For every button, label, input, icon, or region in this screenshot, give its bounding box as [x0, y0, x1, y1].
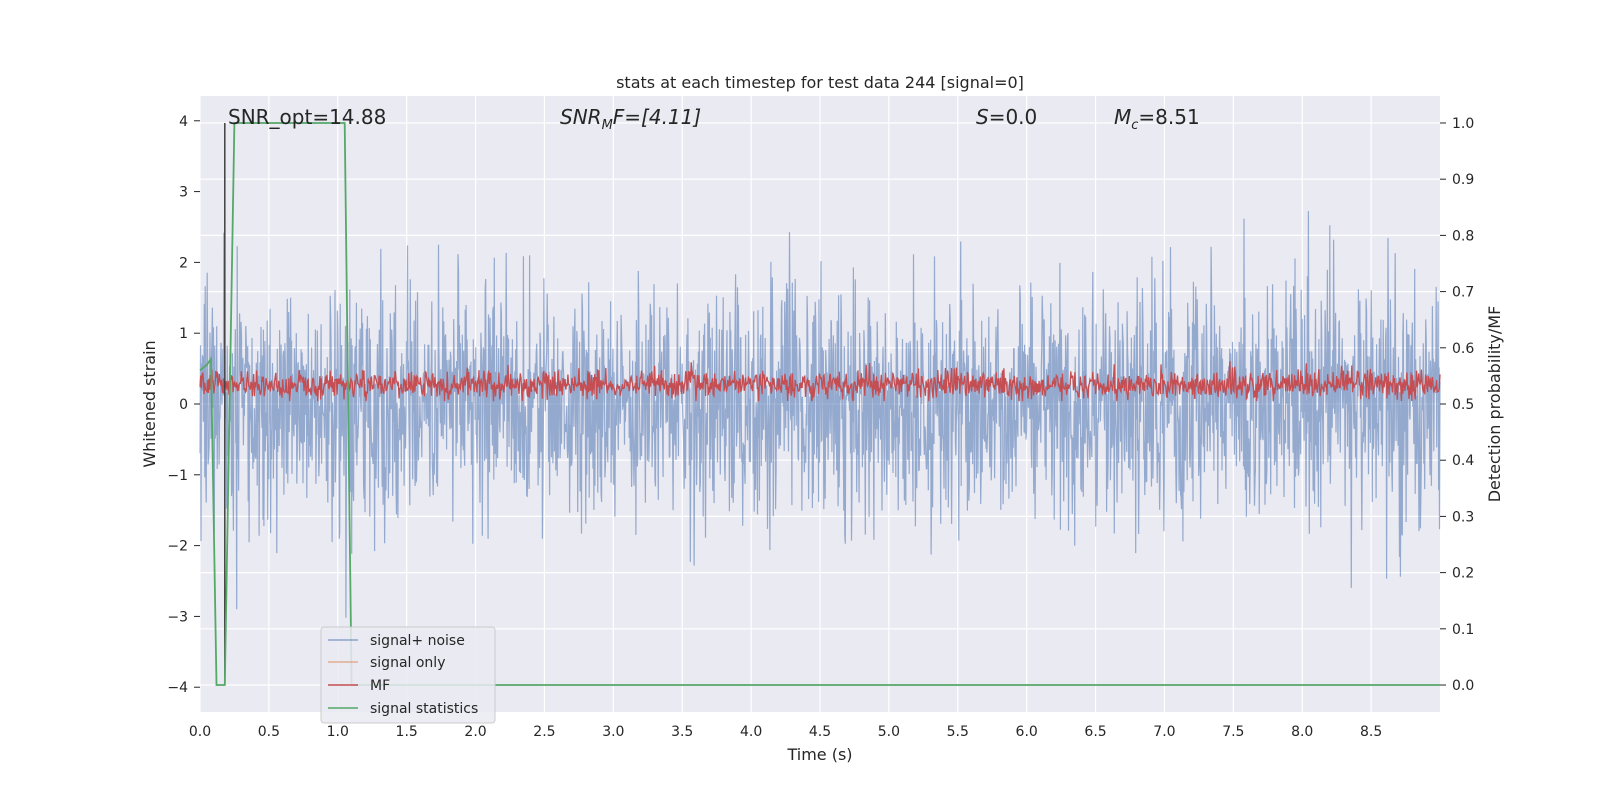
annotation-mc: Mc=8.51 — [1114, 105, 1200, 133]
x-tick-label: 7.0 — [1153, 724, 1175, 740]
y-axis-label: Whitened strain — [140, 340, 159, 467]
y2-tick-labels: 0.0 0.1 0.2 0.3 0.4 0.5 0.6 0.7 0.8 0.9 1.0 — [1440, 116, 1474, 694]
y2-tick-label: 0.4 — [1452, 453, 1474, 469]
x-tick-label: 8.5 — [1360, 724, 1382, 740]
x-tick-labels: 0.0 0.5 1.0 1.5 2.0 2.5 3.0 3.5 4.0 4.5 5.0 5.5 6.0 6… — [189, 724, 1382, 740]
signal-noise-series — [199, 211, 1441, 618]
legend-label-signal: signal only — [370, 655, 445, 671]
annotation-s: S=0.0 — [976, 105, 1037, 129]
y2-tick-label: 0.7 — [1452, 285, 1474, 301]
y2-tick-label: 0.3 — [1452, 509, 1474, 525]
y-tick-label: −2 — [167, 539, 188, 555]
y-tick-label: 1 — [179, 326, 188, 342]
y2-tick-label: 0.8 — [1452, 228, 1474, 244]
y-tick-labels: −4 −3 −2 −1 0 1 2 3 4 — [167, 114, 200, 696]
y-tick-label: −4 — [167, 680, 188, 696]
y-tick-label: 2 — [179, 255, 188, 271]
x-tick-label: 3.5 — [671, 724, 693, 740]
x-tick-label: 4.5 — [809, 724, 831, 740]
y2-tick-label: 0.0 — [1452, 678, 1474, 694]
signal-noise-line — [199, 211, 1441, 618]
x-tick-label: 8.0 — [1291, 724, 1313, 740]
y2-tick-label: 0.6 — [1452, 341, 1474, 357]
y-tick-label: 3 — [179, 185, 188, 201]
y-tick-label: 4 — [179, 114, 188, 130]
y-tick-label: −1 — [167, 468, 188, 484]
x-tick-label: 4.0 — [740, 724, 762, 740]
x-tick-label: 7.5 — [1222, 724, 1244, 740]
x-tick-label: 5.0 — [878, 724, 900, 740]
legend-label-stats: signal statistics — [370, 701, 478, 717]
x-tick-label: 1.0 — [327, 724, 349, 740]
x-tick-label: 6.5 — [1084, 724, 1106, 740]
y2-tick-label: 0.1 — [1452, 622, 1474, 638]
x-axis-label: Time (s) — [786, 745, 852, 764]
mf-line — [199, 361, 1441, 402]
legend-label-mf: MF — [370, 678, 390, 694]
legend: signal+ noise signal only MF signal stat… — [320, 626, 496, 724]
x-tick-label: 5.5 — [947, 724, 969, 740]
x-tick-label: 2.5 — [533, 724, 555, 740]
x-tick-label: 3.0 — [602, 724, 624, 740]
legend-label-noise: signal+ noise — [370, 633, 465, 649]
y2-tick-label: 1.0 — [1452, 116, 1474, 132]
y2-tick-label: 0.5 — [1452, 397, 1474, 413]
y-tick-label: 0 — [179, 397, 188, 413]
x-tick-label: 0.5 — [258, 724, 280, 740]
legend-box — [320, 626, 496, 724]
annotation-snr-opt: SNR_opt=14.88 — [228, 105, 386, 129]
y-tick-label: −3 — [167, 609, 188, 625]
annotation-snr-mf: SNRMF=[4.11] — [560, 105, 701, 133]
x-tick-label: 1.5 — [396, 724, 418, 740]
y2-tick-label: 0.9 — [1452, 172, 1474, 188]
y2-tick-label: 0.2 — [1452, 566, 1474, 582]
y2-axis-label: Detection probability/MF — [1485, 306, 1504, 503]
chart-title: stats at each timestep for test data 244… — [616, 73, 1024, 92]
x-tick-label: 0.0 — [189, 724, 211, 740]
x-tick-label: 2.0 — [464, 724, 486, 740]
x-tick-label: 6.0 — [1016, 724, 1038, 740]
mf-series — [199, 361, 1441, 402]
